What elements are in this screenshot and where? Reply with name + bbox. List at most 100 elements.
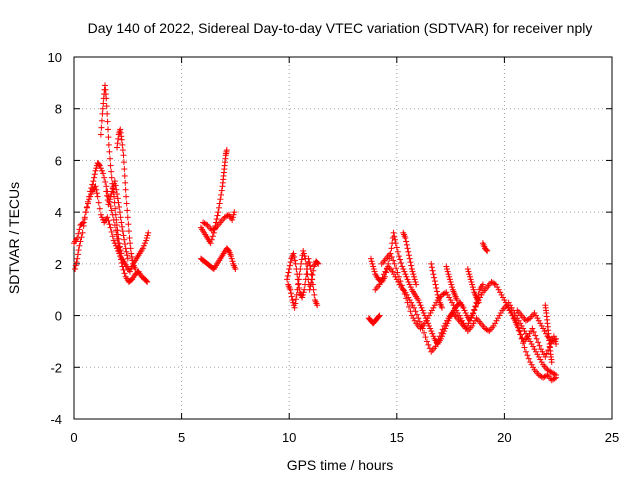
data-point bbox=[230, 211, 237, 218]
data-point bbox=[427, 309, 434, 316]
x-tick-label: 25 bbox=[605, 430, 619, 445]
data-point bbox=[89, 181, 96, 188]
x-tick-label: 5 bbox=[178, 430, 185, 445]
data-point bbox=[376, 312, 383, 319]
data-point bbox=[494, 284, 501, 291]
data-point bbox=[517, 331, 524, 338]
data-point bbox=[129, 257, 136, 264]
data-point bbox=[498, 291, 505, 298]
data-point bbox=[415, 297, 422, 304]
data-point bbox=[128, 253, 135, 260]
data-point bbox=[72, 266, 79, 273]
data-point bbox=[295, 276, 302, 283]
data-point bbox=[418, 304, 425, 311]
data-point bbox=[447, 278, 454, 285]
data-point bbox=[401, 291, 408, 298]
data-point bbox=[108, 228, 115, 235]
data-point bbox=[142, 240, 149, 247]
data-point bbox=[426, 322, 433, 329]
data-point bbox=[484, 327, 491, 334]
x-tick-label: 15 bbox=[390, 430, 404, 445]
data-point bbox=[490, 322, 497, 329]
data-point bbox=[297, 266, 304, 273]
data-point bbox=[535, 353, 542, 360]
data-point bbox=[464, 266, 471, 273]
data-point bbox=[553, 372, 560, 379]
data-point bbox=[310, 267, 317, 274]
data-point bbox=[530, 343, 537, 350]
data-point bbox=[528, 361, 535, 368]
data-point bbox=[100, 100, 107, 107]
data-point bbox=[370, 266, 377, 273]
data-point bbox=[539, 348, 546, 355]
data-point bbox=[116, 240, 123, 247]
data-point bbox=[115, 199, 122, 206]
data-point bbox=[402, 235, 409, 241]
data-point bbox=[213, 216, 220, 223]
data-point bbox=[397, 256, 404, 263]
data-point bbox=[292, 260, 299, 267]
data-point bbox=[416, 318, 423, 325]
data-point bbox=[284, 272, 291, 279]
data-point bbox=[77, 238, 84, 245]
data-point bbox=[460, 320, 467, 327]
data-point bbox=[118, 250, 125, 257]
data-point bbox=[542, 353, 549, 360]
data-point bbox=[513, 321, 520, 328]
data-point bbox=[446, 276, 453, 283]
data-point bbox=[410, 315, 417, 322]
data-point bbox=[430, 271, 437, 278]
data-point bbox=[99, 105, 106, 112]
data-point bbox=[394, 269, 401, 276]
data-point bbox=[410, 271, 417, 278]
data-point bbox=[102, 178, 109, 185]
data-point bbox=[403, 273, 410, 280]
data-point bbox=[93, 186, 100, 193]
data-point bbox=[446, 294, 453, 301]
data-point bbox=[388, 245, 395, 252]
data-point bbox=[432, 343, 439, 350]
data-point bbox=[114, 144, 121, 151]
data-point bbox=[465, 268, 472, 275]
data-point bbox=[405, 303, 412, 310]
data-point bbox=[537, 356, 544, 363]
data-point bbox=[107, 224, 114, 231]
data-point bbox=[449, 284, 456, 291]
data-point bbox=[429, 330, 436, 337]
data-point bbox=[405, 248, 412, 255]
data-point bbox=[438, 304, 445, 311]
data-point bbox=[456, 312, 463, 319]
data-point bbox=[469, 284, 476, 291]
data-point bbox=[105, 141, 112, 148]
data-point bbox=[450, 302, 457, 309]
data-point bbox=[115, 135, 122, 142]
data-point bbox=[109, 188, 116, 195]
data-point bbox=[108, 174, 115, 181]
data-point bbox=[434, 291, 441, 298]
data-point bbox=[507, 302, 514, 309]
data-point bbox=[530, 364, 537, 371]
data-point bbox=[86, 196, 93, 203]
data-point bbox=[291, 253, 298, 260]
data-point bbox=[536, 342, 543, 349]
data-point bbox=[388, 253, 395, 260]
data-point bbox=[139, 245, 146, 252]
data-point bbox=[306, 259, 313, 266]
data-point bbox=[83, 204, 90, 211]
data-point bbox=[451, 304, 458, 311]
data-point bbox=[115, 231, 122, 238]
data-point bbox=[423, 317, 430, 324]
data-point bbox=[140, 242, 147, 249]
data-point bbox=[391, 233, 398, 240]
data-points bbox=[71, 82, 560, 384]
data-point bbox=[466, 273, 473, 280]
data-point bbox=[120, 152, 127, 159]
data-point bbox=[403, 295, 410, 302]
data-point bbox=[215, 204, 222, 211]
data-point bbox=[124, 207, 131, 214]
data-point bbox=[121, 236, 128, 243]
data-point bbox=[289, 297, 296, 304]
data-point bbox=[292, 300, 299, 307]
data-point bbox=[216, 200, 223, 207]
data-point bbox=[114, 195, 121, 202]
